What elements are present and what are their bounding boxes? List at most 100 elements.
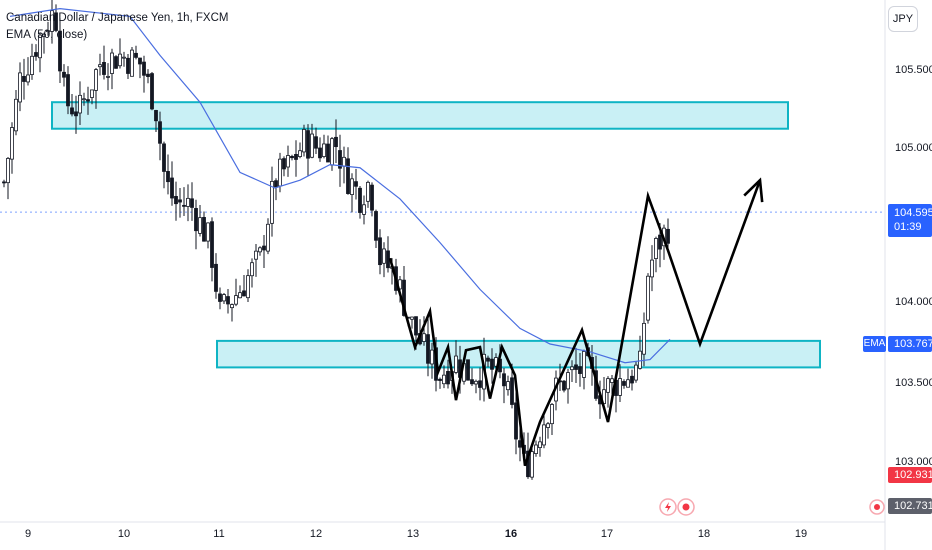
- candle-up: [382, 248, 386, 264]
- candle-up: [618, 378, 622, 396]
- candle-down: [438, 378, 442, 381]
- candle-up: [258, 247, 262, 253]
- candle-up: [570, 366, 574, 371]
- candle-up: [198, 217, 202, 234]
- candle-up: [130, 49, 134, 77]
- candle-up: [474, 380, 478, 385]
- candle-up: [322, 143, 326, 157]
- candle-down: [478, 380, 482, 388]
- candle-down: [194, 208, 198, 232]
- candle-down: [66, 74, 70, 107]
- candle-down: [210, 221, 214, 268]
- price-alert-icon: [869, 499, 885, 515]
- candle-down: [218, 293, 222, 302]
- candle-down: [282, 158, 286, 170]
- candle-up: [430, 349, 434, 365]
- candle-down: [74, 111, 78, 117]
- candle-up: [538, 441, 542, 448]
- indicator-label: EMA (50, close): [6, 29, 88, 41]
- candle-up: [46, 30, 50, 33]
- candle-up: [642, 322, 646, 355]
- candle-up: [106, 76, 110, 78]
- candle-down: [402, 279, 406, 316]
- candle-down: [70, 107, 74, 115]
- candle-up: [42, 33, 46, 37]
- symbol-title: Canadian Dollar / Japanese Yen, 1h, FXCM: [6, 12, 229, 24]
- candle-down: [446, 371, 450, 385]
- candle-down: [490, 358, 494, 370]
- pattern-drawing: [388, 179, 762, 467]
- candle-up: [278, 158, 282, 187]
- time-tick: 18: [697, 528, 711, 540]
- candle-down: [338, 150, 342, 169]
- candle-down: [370, 184, 374, 211]
- candle-down: [114, 56, 118, 69]
- price-tick: 103.000: [895, 456, 932, 468]
- chart-legend: Canadian Dollar / Japanese Yen, 1h, FXCM…: [6, 10, 228, 44]
- candle-up: [94, 69, 98, 91]
- candle-down: [378, 237, 382, 266]
- candle-up: [186, 197, 190, 207]
- candle-down: [214, 263, 218, 292]
- candle-down: [166, 171, 170, 183]
- candle-down: [622, 381, 626, 386]
- candle-up: [82, 98, 86, 101]
- candle-up: [90, 89, 94, 98]
- candle-down: [146, 73, 150, 77]
- candle-up: [550, 404, 554, 425]
- candle-down: [578, 366, 582, 374]
- candle-up: [506, 381, 510, 391]
- candle-up: [542, 424, 546, 446]
- ema-value-badge: 103.767: [888, 336, 932, 352]
- time-tick: 19: [794, 528, 808, 540]
- candle-down: [162, 143, 166, 172]
- candle-down: [318, 147, 322, 159]
- candle-up: [298, 150, 302, 157]
- price-tick: 103.500: [895, 377, 932, 389]
- candle-up: [566, 372, 570, 390]
- currency-button[interactable]: JPY: [888, 6, 918, 32]
- record-icon: [677, 498, 695, 516]
- candle-up: [270, 180, 274, 224]
- candle-down: [414, 316, 418, 336]
- candle-up: [366, 181, 370, 202]
- candle-down: [486, 357, 490, 362]
- candle-down: [190, 198, 194, 208]
- candle-down: [150, 73, 154, 110]
- candle-down: [154, 110, 158, 122]
- candle-up: [442, 374, 446, 385]
- candle-down: [170, 177, 174, 199]
- time-tick: 10: [117, 528, 131, 540]
- candle-up: [286, 155, 290, 168]
- candle-down: [306, 130, 310, 159]
- candle-up: [238, 292, 242, 299]
- candle-up: [350, 178, 354, 195]
- countdown-value: 01:39: [894, 221, 922, 233]
- ema-line: [9, 7, 671, 364]
- low-price-badge: 102.931: [888, 467, 932, 483]
- candle-up: [534, 444, 538, 455]
- candle-up: [610, 378, 614, 383]
- price-tick: 105.500: [895, 64, 932, 76]
- candle-down: [54, 12, 58, 31]
- candle-down: [470, 379, 474, 385]
- candle-up: [50, 10, 54, 32]
- ema-tag: EMA: [863, 336, 886, 352]
- candle-up: [634, 364, 638, 381]
- candle-down: [138, 57, 142, 65]
- candle-up: [250, 262, 254, 277]
- candle-down: [574, 364, 578, 370]
- candle-up: [330, 138, 334, 166]
- candle-down: [326, 143, 330, 163]
- candle-up: [342, 156, 346, 167]
- candle-down: [630, 375, 634, 384]
- candle-down: [374, 211, 378, 241]
- candle-down: [58, 30, 62, 72]
- last-price-badge: 104.595 01:39: [888, 204, 932, 237]
- candle-up: [14, 98, 18, 132]
- candle-down: [22, 76, 26, 82]
- candle-down: [354, 181, 358, 187]
- candle-up: [18, 72, 22, 103]
- arrow-head: [743, 177, 764, 203]
